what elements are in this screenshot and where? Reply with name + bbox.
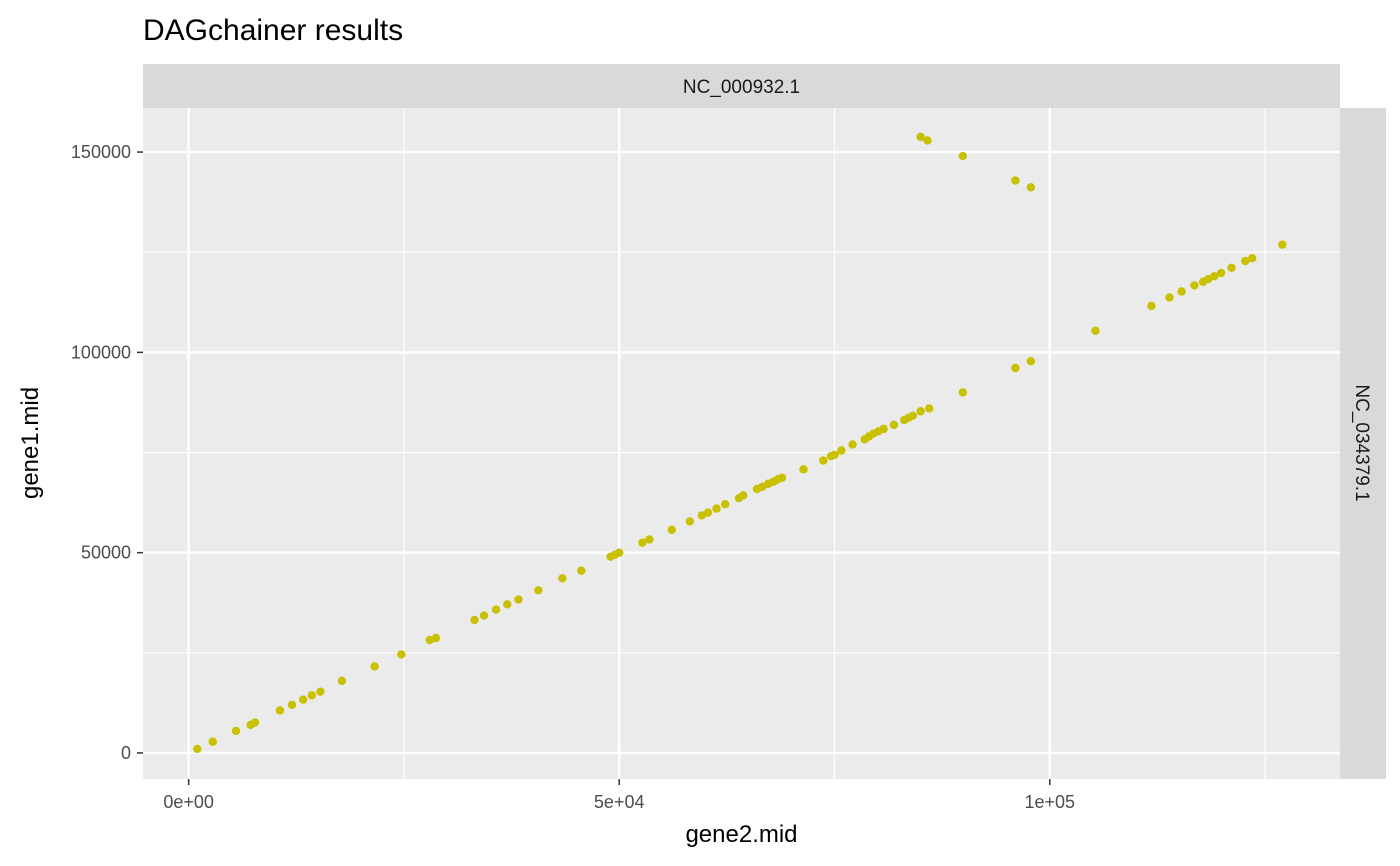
data-point bbox=[307, 691, 316, 700]
data-point bbox=[638, 538, 647, 547]
data-point bbox=[799, 465, 808, 474]
data-point bbox=[1190, 281, 1199, 290]
data-point bbox=[1241, 256, 1250, 266]
data-point bbox=[298, 695, 308, 704]
data-point bbox=[685, 517, 695, 526]
data-point bbox=[925, 404, 934, 413]
data-point bbox=[916, 407, 925, 416]
data-point bbox=[1247, 254, 1257, 263]
data-point bbox=[208, 737, 217, 746]
data-point bbox=[337, 676, 347, 686]
data-point bbox=[923, 136, 932, 145]
data-point bbox=[1227, 263, 1236, 273]
data-point bbox=[739, 491, 748, 500]
data-point bbox=[231, 726, 241, 736]
data-point bbox=[879, 424, 888, 434]
data-point bbox=[558, 574, 567, 583]
data-point bbox=[1026, 356, 1036, 366]
major-gridlines bbox=[143, 108, 1340, 779]
data-point bbox=[703, 508, 713, 517]
y-axis: 0 50000 100000 150000 bbox=[71, 142, 143, 763]
data-point bbox=[577, 566, 586, 575]
data-point bbox=[275, 706, 285, 715]
data-point bbox=[837, 446, 846, 455]
data-point bbox=[1278, 240, 1287, 249]
data-point bbox=[777, 473, 787, 482]
data-point bbox=[615, 548, 624, 557]
data-point bbox=[534, 586, 543, 595]
data-point bbox=[287, 700, 297, 710]
data-point bbox=[667, 525, 676, 535]
data-point bbox=[193, 744, 202, 754]
y-axis-title: gene1.mid bbox=[17, 387, 44, 499]
data-point bbox=[1011, 176, 1020, 185]
data-point bbox=[1210, 272, 1219, 281]
right-strip bbox=[1340, 108, 1386, 779]
data-point bbox=[958, 151, 968, 161]
data-point bbox=[1177, 287, 1186, 296]
x-tick-label: 0e+00 bbox=[163, 792, 214, 812]
data-point bbox=[848, 440, 857, 449]
data-point bbox=[1165, 293, 1174, 302]
top-strip bbox=[143, 64, 1340, 108]
data-points bbox=[193, 132, 1287, 754]
y-tick-label: 50000 bbox=[81, 543, 131, 563]
data-point bbox=[397, 650, 406, 659]
minor-gridlines bbox=[143, 108, 1340, 779]
data-point bbox=[1216, 268, 1226, 278]
data-point bbox=[514, 595, 523, 604]
data-point bbox=[503, 600, 512, 609]
data-point bbox=[916, 132, 925, 142]
data-point bbox=[712, 504, 721, 513]
right-strip-label: NC_034379.1 bbox=[1351, 384, 1372, 501]
data-point bbox=[479, 611, 489, 620]
data-point bbox=[1091, 326, 1100, 335]
data-point bbox=[250, 718, 260, 727]
data-point bbox=[431, 633, 440, 643]
data-point bbox=[1147, 301, 1156, 311]
data-point bbox=[370, 662, 379, 671]
data-point bbox=[470, 615, 479, 625]
data-point bbox=[908, 411, 918, 420]
data-point bbox=[958, 388, 968, 397]
plot-panel bbox=[143, 108, 1340, 779]
x-tick-label: 1e+05 bbox=[1025, 792, 1076, 812]
data-point bbox=[889, 420, 899, 430]
data-point bbox=[645, 535, 654, 544]
data-point bbox=[491, 605, 501, 614]
y-tick-label: 100000 bbox=[71, 342, 131, 362]
x-tick-label: 5e+04 bbox=[594, 792, 645, 812]
y-tick-label: 0 bbox=[121, 743, 131, 763]
x-axis: 0e+00 5e+04 1e+05 bbox=[163, 779, 1075, 812]
top-strip-label: NC_000932.1 bbox=[683, 77, 800, 98]
data-point bbox=[1026, 183, 1036, 192]
data-point bbox=[316, 687, 325, 696]
data-point bbox=[819, 456, 828, 465]
data-point bbox=[1011, 363, 1020, 373]
data-point bbox=[830, 450, 839, 460]
x-axis-title: gene2.mid bbox=[685, 821, 797, 848]
y-tick-label: 150000 bbox=[71, 142, 131, 162]
chart-title: DAGchainer results bbox=[143, 14, 403, 47]
data-point bbox=[720, 499, 730, 509]
